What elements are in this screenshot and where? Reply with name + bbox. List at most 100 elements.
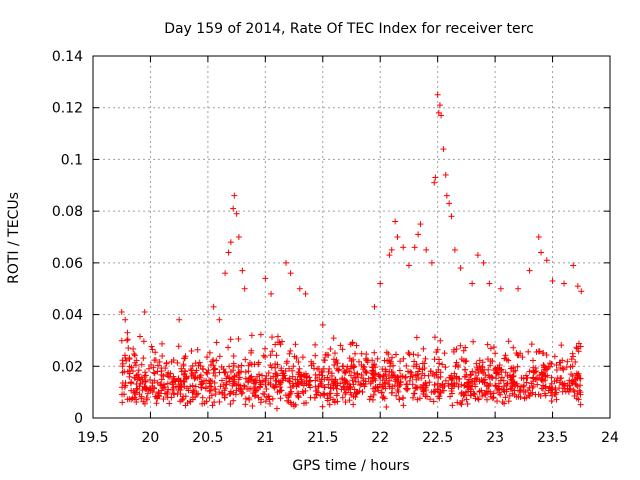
data-point (380, 373, 387, 380)
data-point (267, 352, 274, 359)
data-point (567, 363, 574, 370)
data-point (225, 344, 232, 351)
data-point (430, 398, 437, 405)
data-point (400, 395, 407, 402)
data-point (480, 370, 487, 377)
data-point (138, 395, 145, 402)
data-point (476, 388, 483, 395)
data-point (273, 371, 280, 378)
data-point (388, 374, 395, 381)
data-point (317, 392, 324, 399)
data-point (442, 377, 449, 384)
data-point (132, 362, 139, 369)
data-point (177, 377, 184, 384)
data-point (188, 373, 195, 380)
data-point (421, 372, 428, 379)
data-point (226, 378, 233, 385)
data-point (457, 342, 464, 349)
data-point (557, 359, 564, 366)
data-point (323, 351, 330, 358)
data-point (575, 340, 582, 347)
data-point (273, 405, 280, 412)
data-point (436, 102, 443, 109)
data-point (575, 372, 582, 379)
data-point (428, 389, 435, 396)
data-point (411, 244, 418, 251)
data-point (210, 303, 217, 310)
data-point (208, 383, 215, 390)
data-point (492, 350, 499, 357)
data-point (366, 396, 373, 403)
data-point (505, 398, 512, 405)
data-point (383, 349, 390, 356)
data-point (546, 363, 553, 370)
data-point (559, 381, 566, 388)
data-point (206, 388, 213, 395)
data-point (415, 231, 422, 238)
data-point (462, 344, 469, 351)
data-point (327, 385, 334, 392)
data-point (221, 369, 228, 376)
data-point (239, 389, 246, 396)
data-point (578, 288, 585, 295)
data-point (140, 338, 147, 345)
x-tick-label: 20 (142, 430, 160, 446)
data-point (400, 355, 407, 362)
data-point (369, 377, 376, 384)
data-point (382, 385, 389, 392)
data-point (262, 353, 269, 360)
data-point (483, 396, 490, 403)
data-point (199, 400, 206, 407)
data-point (544, 372, 551, 379)
data-point (173, 383, 180, 390)
data-point (494, 387, 501, 394)
data-point (227, 368, 234, 375)
data-point (396, 367, 403, 374)
data-point (179, 397, 186, 404)
data-point (386, 377, 393, 384)
data-point (469, 368, 476, 375)
data-point (257, 379, 264, 386)
data-point (464, 400, 471, 407)
y-tick-label: 0.08 (52, 204, 83, 220)
data-point (509, 390, 516, 397)
data-point (386, 252, 393, 259)
data-point (263, 385, 270, 392)
data-point (529, 384, 536, 391)
data-point (197, 362, 204, 369)
data-point (242, 401, 249, 408)
data-point (393, 392, 400, 399)
data-point (298, 378, 305, 385)
data-point (455, 364, 462, 371)
data-point (118, 308, 125, 315)
data-point (299, 354, 306, 361)
data-point (178, 365, 185, 372)
data-point (245, 362, 252, 369)
data-point (473, 360, 480, 367)
data-point (476, 357, 483, 364)
data-point (487, 345, 494, 352)
data-point (124, 336, 131, 343)
data-point (479, 359, 486, 366)
data-point (443, 192, 450, 199)
data-point (235, 335, 242, 342)
data-point (514, 363, 521, 370)
data-point (277, 387, 284, 394)
data-point (433, 349, 440, 356)
data-point (144, 390, 151, 397)
data-point (535, 391, 542, 398)
data-point (176, 316, 183, 323)
data-point (509, 381, 516, 388)
data-point (286, 350, 293, 357)
data-point (381, 395, 388, 402)
data-point (495, 371, 502, 378)
data-point (160, 396, 167, 403)
data-point (213, 357, 220, 364)
data-point (516, 388, 523, 395)
data-point (290, 382, 297, 389)
data-point (453, 346, 460, 353)
data-point (154, 395, 161, 402)
data-point (121, 391, 128, 398)
data-point (259, 372, 266, 379)
data-point (485, 372, 492, 379)
